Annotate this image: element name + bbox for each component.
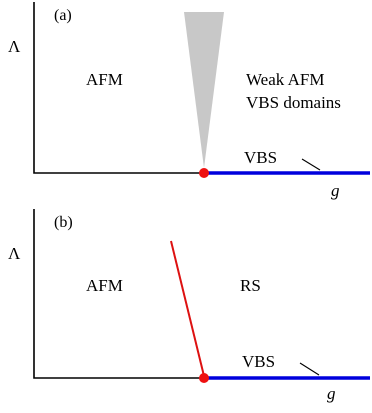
crossover-wedge xyxy=(184,12,224,168)
y-axis-label: Λ xyxy=(8,37,21,56)
panel-a: (a) Λ AFM Weak AFM VBS domains VBS g xyxy=(8,2,370,200)
phase-label-vbs: VBS xyxy=(242,352,275,371)
critical-point xyxy=(199,168,209,178)
axes-b xyxy=(33,209,204,379)
critical-point xyxy=(199,373,209,383)
y-axis-label: Λ xyxy=(8,244,21,263)
phase-label-afm: AFM xyxy=(86,70,123,89)
phase-boundary-line xyxy=(170,240,205,377)
phase-label-weak-afm: Weak AFM xyxy=(246,70,324,89)
phase-label-vbs-domains: VBS domains xyxy=(246,93,341,112)
phase-label-afm: AFM xyxy=(86,276,123,295)
vbs-leader-line xyxy=(299,362,320,376)
panel-tag: (b) xyxy=(54,214,73,231)
vbs-leader-line xyxy=(301,158,321,171)
phase-label-vbs: VBS xyxy=(244,148,277,167)
phase-label-rs: RS xyxy=(240,276,261,295)
x-axis-label: g xyxy=(327,384,336,403)
panel-tag: (a) xyxy=(54,7,72,24)
panel-b: (b) Λ AFM RS VBS g xyxy=(8,209,370,403)
x-axis-label: g xyxy=(331,181,340,200)
axes-a xyxy=(33,2,204,174)
